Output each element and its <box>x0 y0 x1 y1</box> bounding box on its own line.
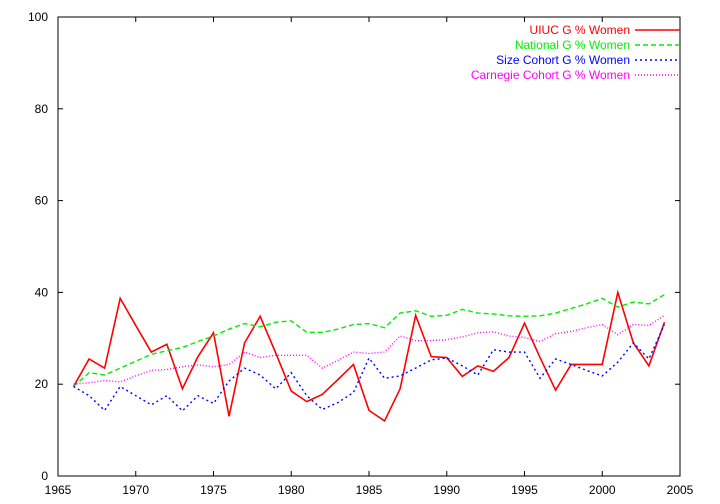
y-tick-label: 100 <box>28 10 48 24</box>
series-line-1 <box>72 289 666 423</box>
legend-label: Size Cohort G % Women <box>496 53 630 67</box>
y-tick-label: 20 <box>35 377 49 391</box>
x-tick-label: 1965 <box>45 483 72 497</box>
legend-label: Carnegie Cohort G % Women <box>471 68 630 82</box>
series-line-2 <box>73 294 665 388</box>
x-tick-label: 2000 <box>589 483 616 497</box>
axis-ticks: 1965 1970 1975 1980 1985 1990 1995 2000 2005 0 20 4… <box>28 10 694 497</box>
x-tick-label: 1975 <box>200 483 227 497</box>
y-tick-label: 40 <box>35 285 49 299</box>
x-tick-label: 1980 <box>278 483 305 497</box>
x-tick-label: 1970 <box>122 483 149 497</box>
x-tick-label: 1990 <box>433 483 460 497</box>
y-tick-label: 80 <box>35 102 49 116</box>
x-tick-label: 1995 <box>511 483 538 497</box>
series-line-4 <box>73 314 665 385</box>
legend-label: UIUC G % Women <box>530 23 630 37</box>
series-line-3 <box>73 324 666 412</box>
x-tick-label: 2005 <box>667 483 694 497</box>
y-tick-label: 60 <box>35 194 49 208</box>
series-lines <box>72 289 666 423</box>
y-tick-label: 0 <box>41 469 48 483</box>
plot-frame <box>57 16 681 477</box>
legend-label: National G % Women <box>515 38 630 52</box>
x-tick-label: 1985 <box>356 483 383 497</box>
